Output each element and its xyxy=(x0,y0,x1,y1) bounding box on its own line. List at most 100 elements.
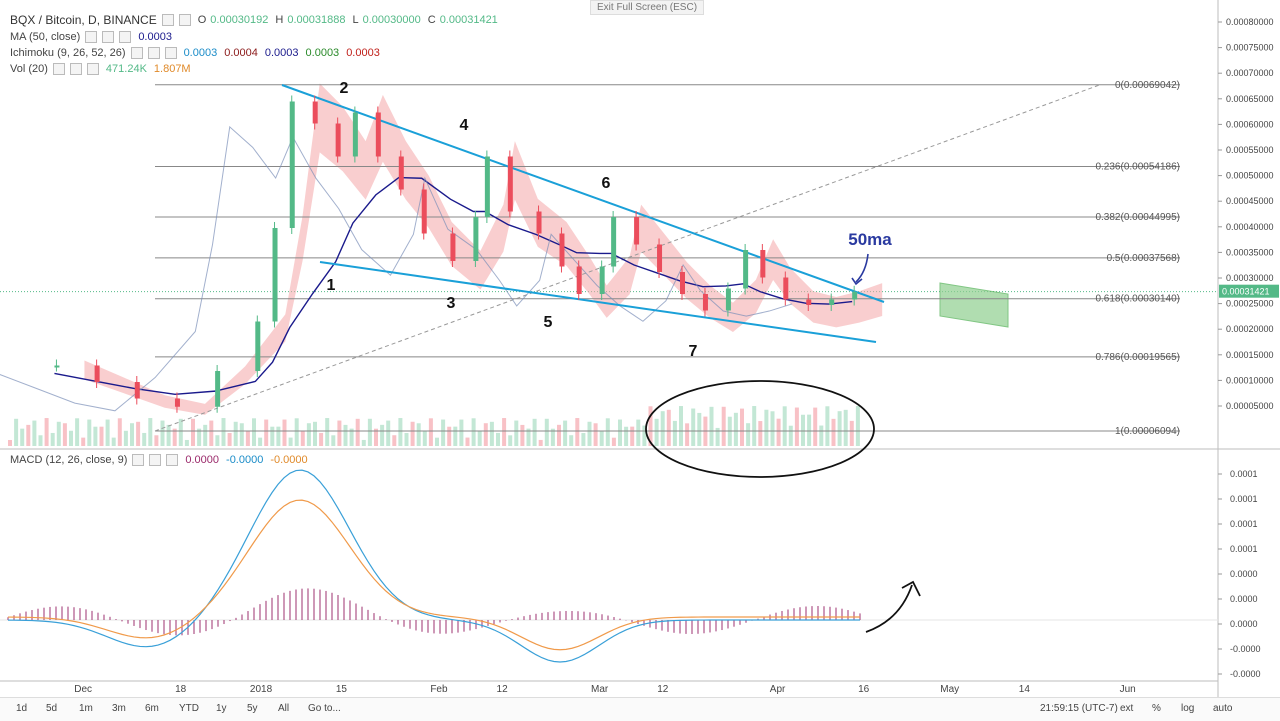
candle-body xyxy=(484,156,490,217)
range-6m[interactable]: 6m xyxy=(145,703,159,714)
volume-bar xyxy=(489,421,494,446)
high-value: 0.00031888 xyxy=(287,14,346,26)
volume-bar xyxy=(447,426,452,446)
volume-bar xyxy=(611,437,616,446)
volume-highlight-circle xyxy=(645,380,875,478)
price-chart[interactable]: 0(0.00069042) 0.236(0.00054186) 0.382(0.00… xyxy=(0,0,1280,697)
macd-tick-label: 0.0001 xyxy=(1230,544,1258,554)
volume-bar xyxy=(502,418,507,446)
gear-icon[interactable] xyxy=(102,31,115,43)
fib-level-label: 0.236(0.00054186) xyxy=(1095,161,1180,172)
volume-bar xyxy=(483,423,488,446)
volume-bar xyxy=(435,437,439,446)
gear-icon[interactable] xyxy=(178,14,191,26)
auto-toggle[interactable]: auto xyxy=(1213,703,1233,714)
volume-bar xyxy=(306,423,311,446)
volume-bar xyxy=(178,418,183,446)
eye-icon[interactable] xyxy=(52,63,65,75)
candle-body xyxy=(312,101,318,124)
volume-bar xyxy=(386,420,391,446)
gear-icon[interactable] xyxy=(149,454,162,466)
volume-bar xyxy=(508,435,513,446)
gear-icon[interactable] xyxy=(69,63,82,75)
volume-bar xyxy=(648,406,653,446)
candle-body xyxy=(680,272,685,294)
macd-value-2: -0.0000 xyxy=(226,454,264,466)
gear-icon[interactable] xyxy=(147,47,160,59)
close-icon[interactable] xyxy=(166,454,179,466)
candle-body xyxy=(450,233,456,261)
range-all[interactable]: All xyxy=(278,703,290,714)
wave-label: 3 xyxy=(447,295,456,312)
volume-bar xyxy=(136,421,141,446)
range-5y[interactable]: 5y xyxy=(247,703,258,714)
ext-toggle[interactable]: ext xyxy=(1120,703,1134,714)
close-icon[interactable] xyxy=(119,31,132,43)
range-3m[interactable]: 3m xyxy=(112,703,126,714)
close-icon[interactable] xyxy=(164,47,177,59)
volume-bar xyxy=(453,426,458,446)
candle-body xyxy=(559,233,565,267)
macd-tick-label: 0.0001 xyxy=(1230,519,1258,529)
volume-bar xyxy=(197,428,202,446)
wave-label: 7 xyxy=(689,343,698,360)
candle-body xyxy=(272,228,278,322)
volume-bar xyxy=(666,409,671,446)
range-ytd[interactable]: YTD xyxy=(179,703,199,714)
volume-bar xyxy=(715,427,720,446)
candle-body xyxy=(94,365,100,382)
price-tick-label: 0.00070000 xyxy=(1226,68,1274,78)
range-1d[interactable]: 1d xyxy=(16,703,28,714)
candle-body xyxy=(852,291,858,300)
range-1y[interactable]: 1y xyxy=(216,703,227,714)
volume-bar xyxy=(160,420,165,446)
volume-bar xyxy=(184,439,189,446)
volume-bar xyxy=(752,406,757,446)
candle-body xyxy=(702,294,708,311)
range-5d[interactable]: 5d xyxy=(46,703,58,714)
volume-bar xyxy=(471,418,476,446)
macd-tick-label: -0.0000 xyxy=(1230,644,1261,654)
volume-bar xyxy=(550,428,555,446)
ichimoku-cloud-future xyxy=(939,282,1009,328)
time-tick-label: 16 xyxy=(858,684,870,695)
volume-bar xyxy=(691,408,696,446)
ma-title: MA (50, close) xyxy=(10,31,81,43)
volume-bar xyxy=(300,430,305,446)
price-tick-label: 0.00020000 xyxy=(1226,324,1274,334)
eye-icon[interactable] xyxy=(85,31,98,43)
price-tick-label: 0.00005000 xyxy=(1226,401,1274,411)
clock: 21:59:15 (UTC-7) xyxy=(1040,703,1118,714)
volume-bar xyxy=(117,418,122,446)
candle-body xyxy=(54,365,60,368)
eye-icon[interactable] xyxy=(161,14,174,26)
volume-bar xyxy=(758,421,763,446)
close-icon[interactable] xyxy=(86,63,99,75)
volume-bar xyxy=(416,423,421,446)
macd-tick-label: 0.0001 xyxy=(1230,494,1258,504)
percent-toggle[interactable]: % xyxy=(1152,703,1161,714)
time-tick-label: Feb xyxy=(430,684,448,695)
price-tick-label: 0.00040000 xyxy=(1226,222,1274,232)
candle-body xyxy=(760,250,766,278)
goto-button[interactable]: Go to... xyxy=(308,703,341,714)
volume-bar xyxy=(709,406,714,446)
vol-value-1: 471.24K xyxy=(105,63,147,75)
range-1m[interactable]: 1m xyxy=(79,703,93,714)
exit-fullscreen-button[interactable]: Exit Full Screen (ESC) xyxy=(590,0,705,15)
log-toggle[interactable]: log xyxy=(1181,703,1195,714)
candle-body xyxy=(398,156,404,190)
volume-bar xyxy=(733,412,738,446)
fib-level-label: 0.382(0.00044995) xyxy=(1095,212,1180,223)
volume-bar xyxy=(62,423,67,446)
eye-icon[interactable] xyxy=(132,454,145,466)
candle-body xyxy=(743,250,749,289)
candle-body xyxy=(783,277,789,300)
eye-icon[interactable] xyxy=(130,47,143,59)
volume-bar xyxy=(142,432,147,446)
time-tick-label: Mar xyxy=(591,684,609,695)
ma50-arrow-head xyxy=(851,277,863,286)
candle-body xyxy=(473,217,479,261)
volume-bar xyxy=(514,420,519,446)
volume-bar xyxy=(252,418,256,446)
